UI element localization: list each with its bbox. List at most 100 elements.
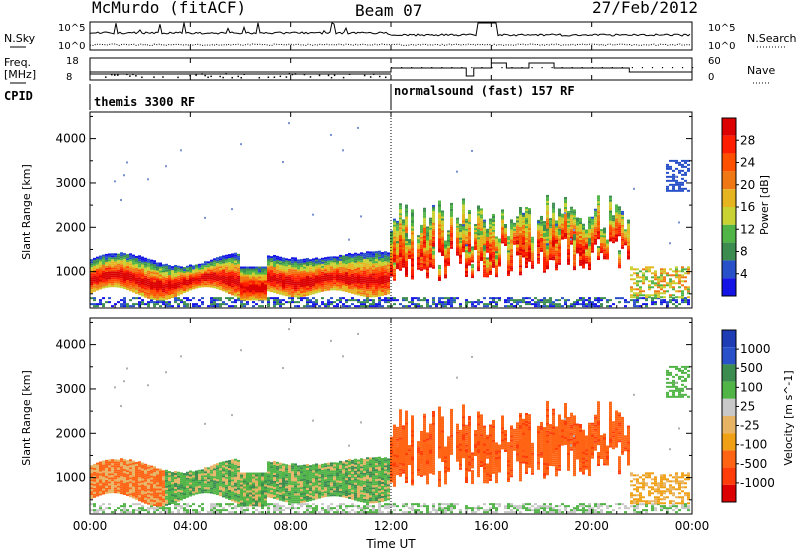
power-cell bbox=[219, 266, 222, 269]
power-cell bbox=[378, 303, 381, 306]
power-cell bbox=[402, 233, 405, 236]
power-cell bbox=[405, 226, 408, 229]
power-cell bbox=[348, 286, 351, 289]
power-cell bbox=[630, 274, 633, 277]
power-cell bbox=[318, 278, 321, 281]
power-cell bbox=[345, 274, 348, 277]
power-cell bbox=[222, 265, 225, 268]
power-cell bbox=[468, 263, 471, 266]
power-cell bbox=[417, 255, 420, 258]
power-cell bbox=[123, 253, 126, 256]
power-cell bbox=[177, 269, 180, 272]
power-cell bbox=[129, 287, 132, 290]
power-cell bbox=[555, 225, 558, 228]
power-cell bbox=[135, 271, 138, 274]
power-cell bbox=[360, 305, 363, 308]
power-cell bbox=[504, 237, 507, 240]
power-cell bbox=[372, 303, 375, 306]
power-cell bbox=[411, 254, 414, 257]
power-cell bbox=[393, 252, 396, 255]
power-cell bbox=[312, 213, 314, 216]
power-cell bbox=[537, 299, 540, 302]
power-cell bbox=[438, 264, 441, 267]
power-cell bbox=[228, 254, 231, 257]
power-cell bbox=[189, 280, 192, 283]
power-cell bbox=[558, 212, 561, 215]
power-cell bbox=[351, 269, 354, 272]
power-cell bbox=[555, 237, 558, 240]
power-cell bbox=[573, 223, 576, 226]
power-cell bbox=[432, 236, 435, 239]
power-cell bbox=[126, 260, 129, 263]
power-cell bbox=[444, 303, 447, 306]
power-cell bbox=[411, 242, 414, 245]
power-cell bbox=[351, 285, 354, 288]
power-cell bbox=[306, 258, 309, 261]
power-cell bbox=[228, 297, 231, 300]
power-cell bbox=[558, 262, 561, 265]
power-cell bbox=[411, 240, 414, 243]
power-cell bbox=[288, 286, 291, 289]
power-cell bbox=[165, 265, 168, 268]
power-cell bbox=[351, 299, 354, 302]
power-cell bbox=[450, 297, 453, 300]
power-cell bbox=[186, 265, 189, 268]
power-cell bbox=[327, 284, 330, 287]
power-cell bbox=[594, 210, 597, 213]
power-cell bbox=[366, 299, 369, 302]
power-cell bbox=[579, 218, 582, 221]
power-cell bbox=[540, 215, 543, 218]
power-cell bbox=[627, 255, 630, 258]
power-cell bbox=[510, 255, 513, 258]
power-cell bbox=[216, 283, 219, 286]
power-cell bbox=[543, 256, 546, 259]
power-cell bbox=[582, 245, 585, 248]
power-cell bbox=[471, 270, 474, 273]
power-cell bbox=[438, 222, 441, 225]
power-cell bbox=[600, 239, 603, 242]
power-cell bbox=[375, 283, 378, 286]
freq-dot bbox=[294, 73, 297, 75]
power-cell bbox=[444, 274, 447, 277]
power-cell bbox=[276, 261, 279, 264]
power-cell bbox=[597, 250, 600, 253]
power-cell bbox=[387, 270, 390, 273]
power-cell bbox=[186, 305, 189, 308]
freq-dot bbox=[421, 67, 423, 69]
freq-dot bbox=[601, 67, 603, 69]
power-cell bbox=[255, 292, 258, 295]
power-cell bbox=[609, 236, 612, 239]
power-cell bbox=[534, 301, 537, 304]
power-cell bbox=[423, 247, 426, 250]
power-cell bbox=[234, 272, 237, 275]
power-cell bbox=[438, 238, 441, 241]
power-cell bbox=[477, 269, 480, 272]
power-cell bbox=[105, 277, 108, 280]
power-cell bbox=[591, 218, 594, 221]
power-cell bbox=[357, 281, 360, 284]
power-cell bbox=[438, 240, 441, 243]
power-cell bbox=[444, 240, 447, 243]
power-cell bbox=[114, 257, 117, 260]
power-cell bbox=[564, 218, 567, 221]
power-cell bbox=[156, 292, 159, 295]
power-cell bbox=[447, 255, 450, 258]
power-cell bbox=[567, 234, 570, 237]
power-cell bbox=[480, 251, 483, 254]
power-cell bbox=[399, 221, 402, 224]
power-cell bbox=[198, 277, 201, 280]
power-cell bbox=[165, 267, 168, 270]
power-cell bbox=[315, 263, 318, 266]
power-cell bbox=[501, 227, 504, 230]
power-cell bbox=[231, 263, 234, 266]
power-cell bbox=[423, 229, 426, 232]
power-cell bbox=[219, 299, 222, 302]
power-cell bbox=[144, 283, 147, 286]
freq-dot bbox=[692, 67, 694, 69]
power-cell bbox=[537, 239, 540, 242]
power-cell bbox=[279, 280, 282, 283]
power-cell bbox=[441, 222, 444, 225]
power-cell bbox=[633, 296, 636, 299]
power-cell bbox=[561, 225, 564, 228]
power-cell bbox=[540, 241, 543, 244]
